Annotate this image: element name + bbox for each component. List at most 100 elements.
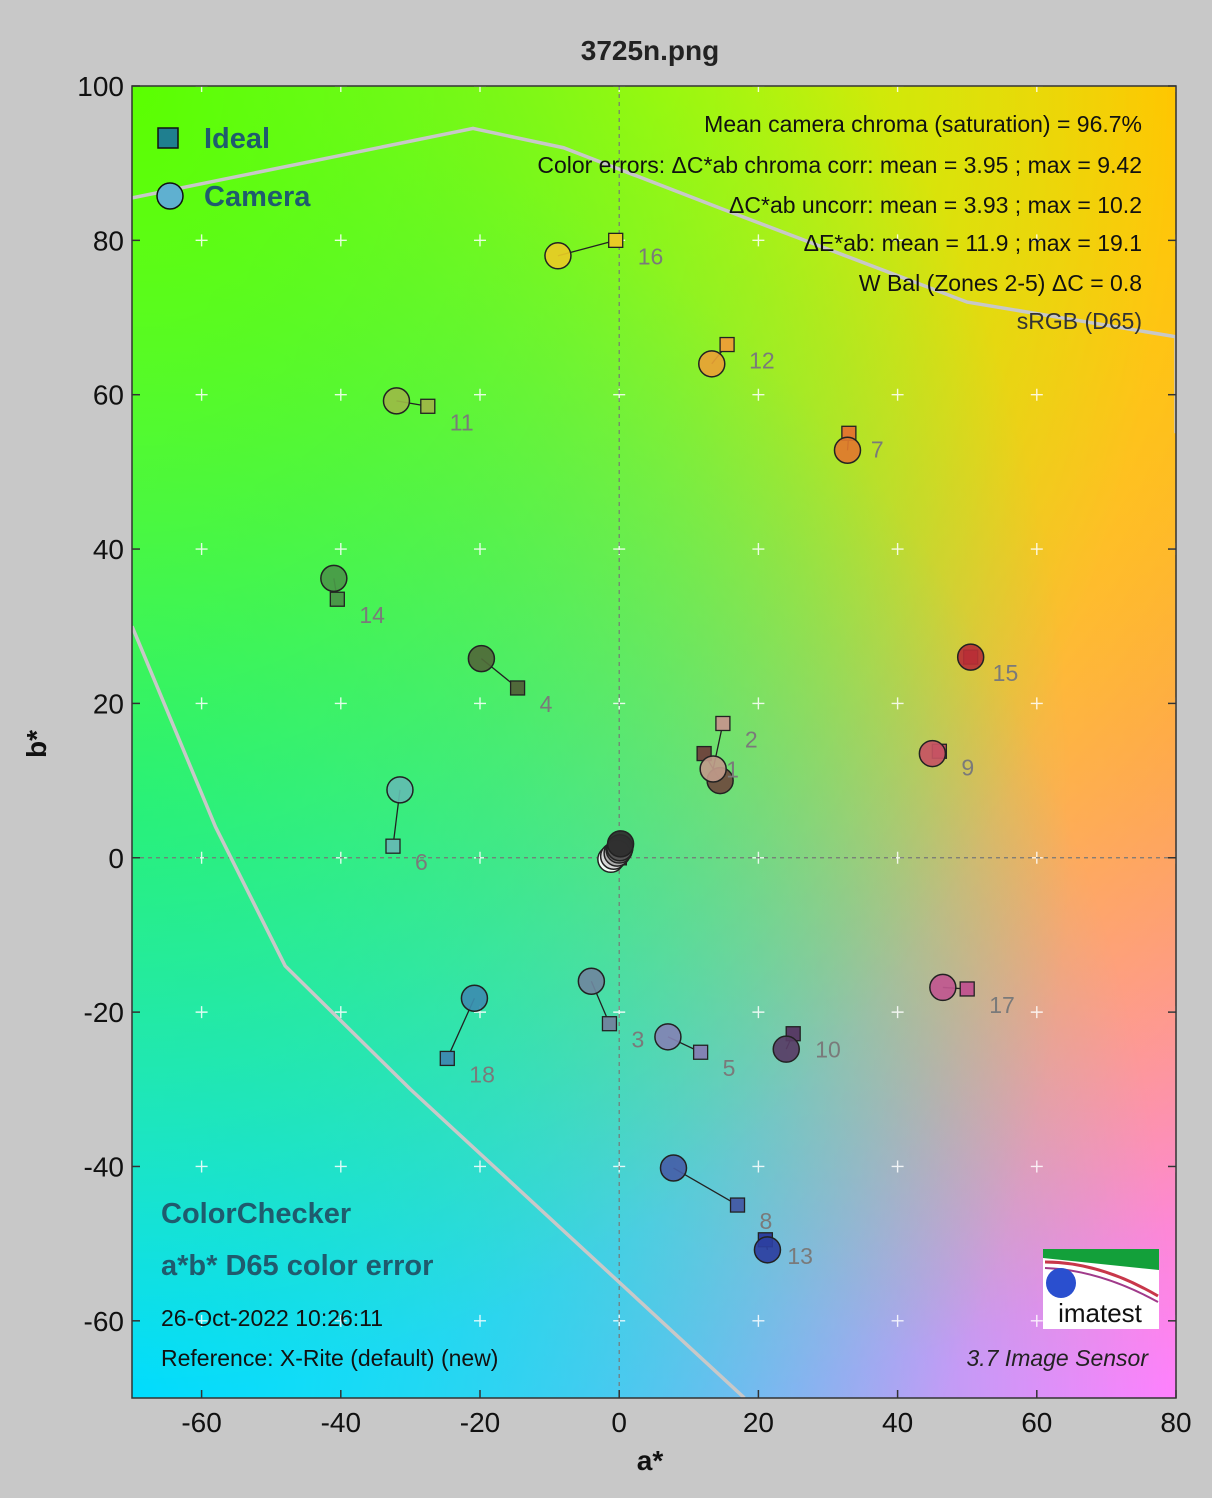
- grid-cross: [474, 234, 486, 247]
- grid-cross: [1030, 388, 1043, 401]
- grid-cross: [1030, 697, 1043, 710]
- x-tick-label: 0: [611, 1407, 627, 1438]
- grid-cross: [334, 86, 347, 92]
- grid-cross: [195, 1314, 208, 1327]
- grid-cross: [752, 697, 765, 710]
- ideal-marker: [959, 981, 975, 997]
- x-tick-label: 20: [743, 1407, 774, 1438]
- grid-cross: [334, 234, 347, 247]
- stats-chroma-corr: Color errors: ΔC*ab chroma corr: mean = …: [537, 152, 1142, 178]
- patch-label: 15: [993, 660, 1019, 686]
- grid-cross: [195, 86, 208, 92]
- ideal-marker: [509, 680, 526, 696]
- ideal-marker: [385, 838, 401, 854]
- y-tick-label: -20: [84, 997, 124, 1028]
- x-tick-label: -20: [460, 1407, 500, 1438]
- patch-label: 11: [450, 409, 474, 435]
- patch-label: 8: [760, 1208, 773, 1234]
- x-axis-label: a*: [637, 1445, 664, 1476]
- patch-label: 16: [638, 243, 664, 269]
- camera-marker: [929, 973, 957, 1002]
- patch-label: 13: [787, 1243, 813, 1269]
- patch-label: 12: [749, 348, 775, 374]
- ideal-marker: [719, 336, 735, 353]
- patch-label: 5: [723, 1055, 736, 1081]
- camera-marker: [833, 436, 862, 465]
- y-tick-label: 80: [93, 225, 124, 256]
- grid-cross: [752, 543, 765, 556]
- ideal-marker: [715, 715, 731, 732]
- y-tick-label: 20: [93, 688, 124, 719]
- patch-label: 2: [745, 726, 758, 752]
- stats-uncorr: ΔC*ab uncorr: mean = 3.93 ; max = 10.2: [729, 192, 1142, 218]
- camera-marker: [918, 739, 947, 768]
- camera-marker: [606, 830, 635, 858]
- camera-markers: [320, 242, 985, 1264]
- patch-label: 7: [871, 436, 884, 462]
- patch-label: 9: [961, 754, 974, 780]
- caption-reference: Reference: X-Rite (default) (new): [161, 1345, 498, 1371]
- grid-cross: [891, 1006, 904, 1019]
- gamut-boundary-lower: [132, 625, 746, 1398]
- grid-cross: [474, 1160, 486, 1173]
- grid-cross: [891, 234, 904, 247]
- legend-camera-label: Camera: [204, 181, 311, 213]
- grid-cross: [474, 697, 486, 710]
- camera-marker: [699, 755, 727, 783]
- grid-cross: [1030, 234, 1043, 247]
- grid-cross: [195, 388, 208, 401]
- patch-label: 4: [540, 691, 553, 717]
- grid-cross: [474, 543, 486, 556]
- grid-cross: [195, 543, 208, 556]
- y-tick-label: 0: [108, 843, 124, 874]
- caption-version: 3.7 Image Sensor: [966, 1345, 1149, 1371]
- grid-cross: [334, 388, 347, 401]
- x-tick-label: -40: [321, 1407, 361, 1438]
- ideal-marker: [601, 1016, 618, 1032]
- grid-cross: [752, 86, 765, 92]
- grid-cross: [1030, 1314, 1043, 1327]
- ideal-marker: [329, 591, 345, 607]
- caption-date: 26-Oct-2022 10:26:11: [161, 1305, 383, 1331]
- patch-label: 17: [989, 992, 1015, 1018]
- grid-cross: [195, 1006, 208, 1019]
- grid-cross: [891, 697, 904, 710]
- legend-ideal-square-icon: [157, 127, 179, 149]
- patch-label: 10: [815, 1037, 841, 1063]
- y-tick-label: -40: [84, 1151, 124, 1182]
- ideal-marker: [420, 398, 436, 414]
- caption-title: ColorChecker: [161, 1198, 351, 1230]
- stats-delta-e: ΔE*ab: mean = 11.9 ; max = 19.1: [804, 230, 1142, 256]
- imatest-logo: imatest: [1043, 1249, 1159, 1329]
- camera-marker: [544, 242, 572, 270]
- stats-block: Mean camera chroma (saturation) = 96.7% …: [537, 111, 1142, 334]
- legend-ideal-label: Ideal: [204, 123, 270, 155]
- grid-cross: [752, 1006, 765, 1019]
- grid-cross: [891, 86, 904, 92]
- grid-cross: [891, 1160, 904, 1173]
- stats-white-balance: W Bal (Zones 2-5) ΔC = 0.8: [859, 270, 1142, 296]
- y-tick-label: 60: [93, 380, 124, 411]
- grid-cross: [474, 1314, 486, 1327]
- grid-cross: [1030, 543, 1043, 556]
- grid-cross: [195, 1160, 208, 1173]
- zero-axes: [132, 86, 1176, 1398]
- grid-cross: [752, 1160, 765, 1173]
- axes: -60 -40 -20 0 20 40 60 80 -60 -40 -20 0 20 40 60 80 100: [77, 71, 1191, 1438]
- grid-cross: [334, 697, 347, 710]
- grid-cross: [891, 1314, 904, 1327]
- patch-label: 6: [415, 849, 428, 875]
- grid-cross: [334, 1006, 347, 1019]
- grid-cross: [1030, 1160, 1043, 1173]
- grid-cross: [334, 1160, 347, 1173]
- stats-colorspace: sRGB (D65): [1017, 308, 1142, 334]
- x-tick-label: -60: [181, 1407, 221, 1438]
- grid-cross: [891, 543, 904, 556]
- imatest-logo-text: imatest: [1058, 1298, 1143, 1328]
- legend: Ideal Camera: [156, 123, 311, 213]
- y-tick-label: -60: [84, 1306, 124, 1337]
- grid-cross: [474, 86, 486, 92]
